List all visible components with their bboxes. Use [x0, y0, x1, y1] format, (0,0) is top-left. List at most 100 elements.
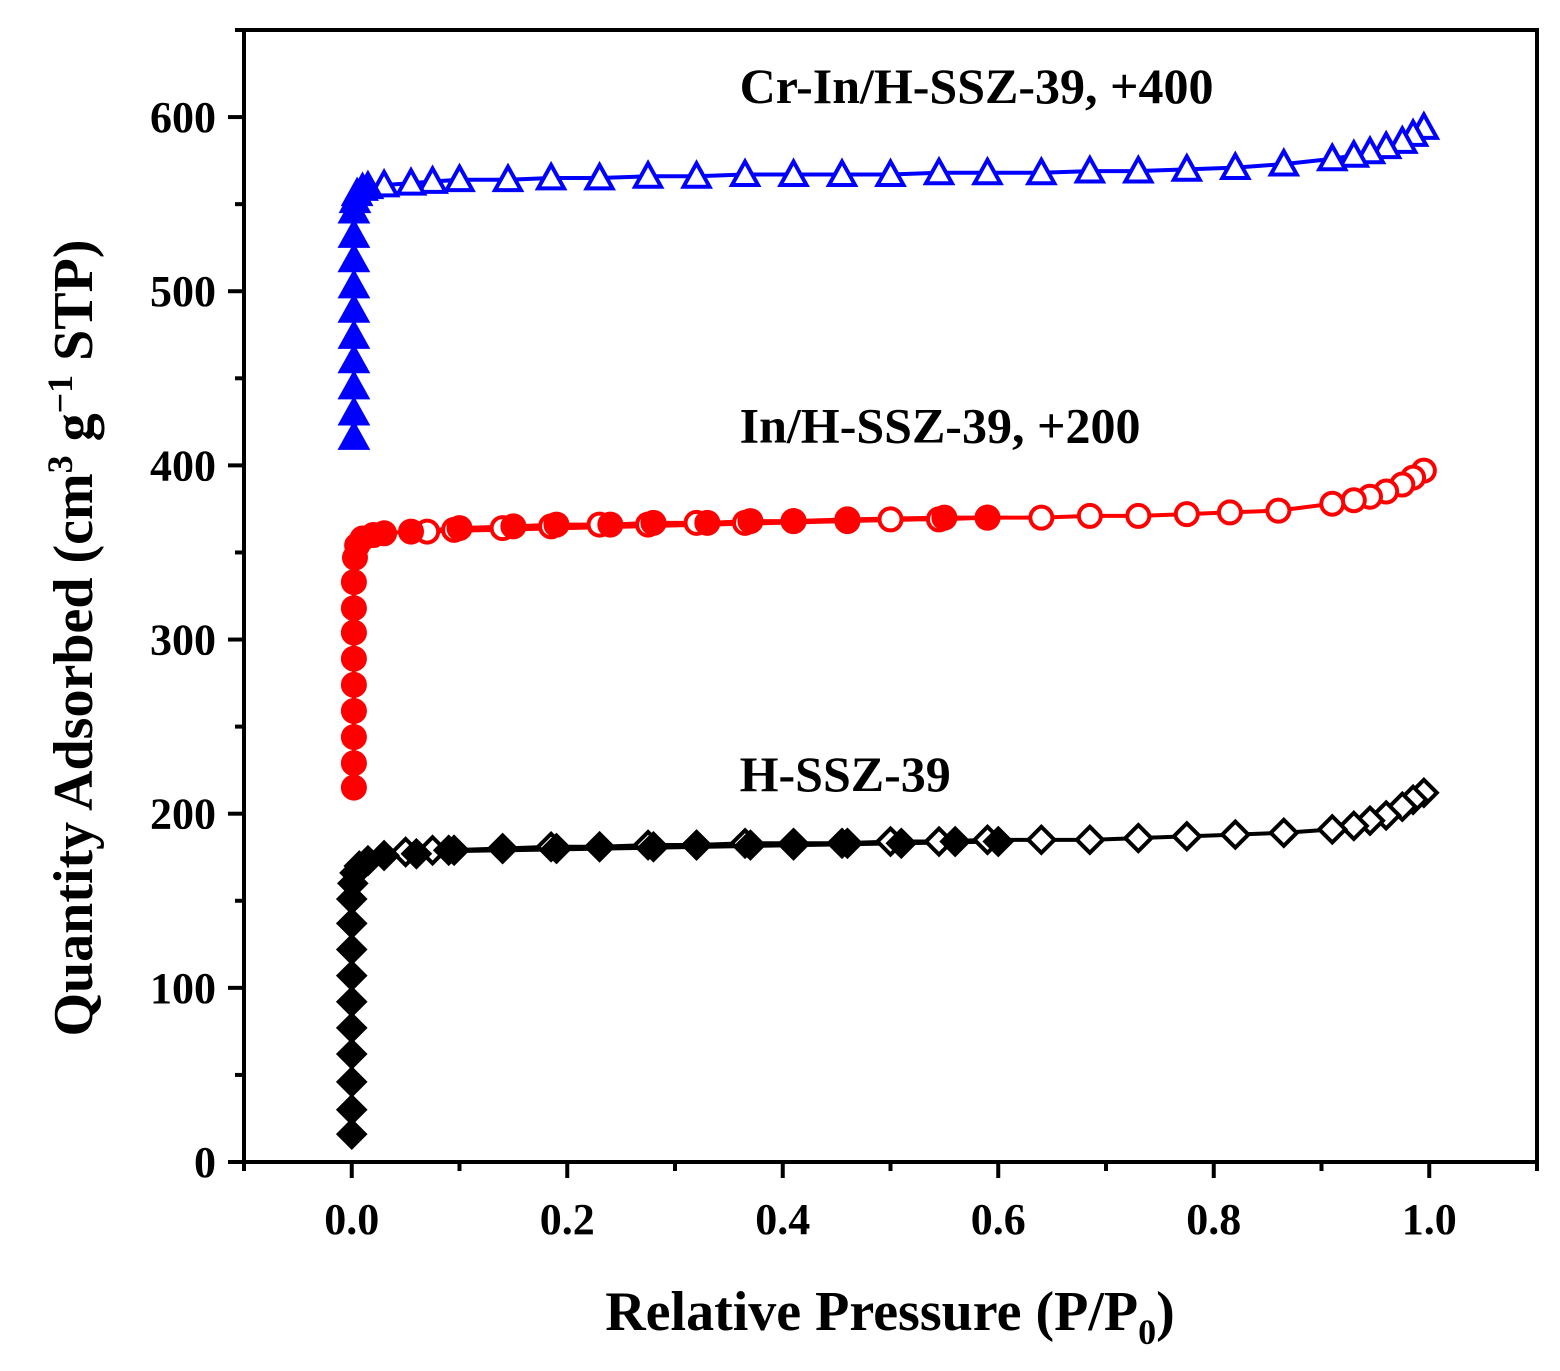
- adsorption-point: [340, 619, 367, 646]
- adsorption-point: [340, 645, 367, 672]
- adsorption-point: [335, 1012, 368, 1044]
- x-axis-title-sub: 0: [1138, 1312, 1156, 1352]
- adsorption-point: [337, 268, 371, 299]
- adsorption-point: [340, 595, 367, 622]
- series-in-h-ssz-39-200: [340, 457, 1437, 801]
- y-axis-title-main: Quantity Adsorbed (cm: [43, 473, 105, 1036]
- desorption-point: [971, 155, 1004, 186]
- adsorption-point: [637, 830, 670, 863]
- y-tick-label: 500: [150, 267, 216, 316]
- x-tick-label: 0.4: [755, 1195, 810, 1244]
- desorption-point: [874, 157, 907, 187]
- adsorption-point: [337, 319, 371, 349]
- desorption-point: [1073, 153, 1107, 184]
- desorption-point: [1074, 823, 1106, 856]
- adsorption-point: [734, 829, 767, 861]
- adsorption-point: [486, 832, 519, 865]
- adsorption-point: [974, 504, 1001, 531]
- adsorption-point: [335, 985, 368, 1018]
- x-tick-label: 0.0: [324, 1195, 379, 1244]
- y-tick-label: 400: [150, 441, 216, 490]
- desorption-point: [1385, 124, 1419, 154]
- desorption-point: [631, 159, 665, 189]
- adsorption-point: [371, 520, 398, 547]
- adsorption-point: [400, 837, 433, 870]
- desorption-point: [1218, 150, 1252, 180]
- series-label: Cr-In/H-SSZ-39, +400: [740, 58, 1214, 114]
- desorption-point: [1121, 153, 1155, 184]
- x-axis-title-main: Relative Pressure (P/P: [605, 1281, 1138, 1343]
- desorption-point: [1076, 502, 1103, 529]
- desorption-point: [1337, 810, 1370, 842]
- adsorption-point: [780, 508, 807, 535]
- x-tick-label: 1.0: [1402, 1195, 1457, 1244]
- labels: H-SSZ-39 In/H-SSZ-39, +200 Cr-In/H-SSZ-39,…: [740, 58, 1214, 802]
- desorption-point: [680, 159, 713, 189]
- adsorption-point: [335, 959, 368, 992]
- series-label: In/H-SSZ-39, +200: [740, 398, 1141, 454]
- desorption-point: [1219, 818, 1252, 851]
- desorption-point: [1337, 138, 1371, 168]
- x-axis-title-tail: ): [1156, 1281, 1175, 1343]
- adsorption-point: [834, 506, 861, 533]
- adsorption-point: [446, 515, 473, 542]
- y-tick-label: 0: [194, 1138, 216, 1187]
- desorption-point: [1025, 823, 1058, 856]
- adsorption-point: [583, 830, 616, 863]
- y-tick-label: 200: [150, 790, 216, 839]
- adsorption-point: [931, 504, 958, 531]
- y-axis-title-tail: STP): [43, 239, 105, 374]
- adsorption-point: [640, 509, 667, 536]
- adsorption-point: [368, 839, 400, 872]
- adsorption-point: [337, 369, 371, 400]
- x-axis-title: Relative Pressure (P/P0): [605, 1281, 1175, 1352]
- desorption-point: [1369, 129, 1403, 160]
- adsorption-point: [340, 697, 367, 724]
- adsorption-point: [939, 825, 971, 858]
- adsorption-point: [340, 724, 367, 751]
- desorption-point: [1216, 499, 1243, 526]
- y-axis-title-mid: g: [43, 413, 105, 455]
- y-tick-label: 600: [150, 93, 216, 142]
- desorption-point: [583, 160, 616, 191]
- adsorption-point: [737, 508, 764, 535]
- adsorption-point: [340, 774, 367, 801]
- desorption-point: [1315, 141, 1349, 172]
- adsorption-point: [777, 829, 810, 861]
- desorption-point: [1170, 820, 1203, 853]
- desorption-point: [394, 166, 428, 196]
- desorption-point: [1265, 497, 1292, 524]
- desorption-point: [1125, 502, 1152, 529]
- desorption-point: [728, 157, 762, 187]
- adsorption-point: [337, 420, 371, 450]
- adsorption-point: [337, 343, 371, 374]
- desorption-point: [1316, 813, 1349, 846]
- adsorption-point: [680, 829, 713, 861]
- desorption-point: [1028, 504, 1055, 531]
- x-tick-label: 0.6: [971, 1195, 1026, 1244]
- adsorption-point: [540, 832, 573, 865]
- adsorption-point: [335, 1038, 368, 1070]
- desorption-point: [1319, 490, 1346, 517]
- adsorption-point: [337, 396, 371, 426]
- adsorption-point: [340, 750, 367, 777]
- adsorption-point: [597, 511, 624, 538]
- adsorption-point: [337, 242, 371, 273]
- desorption-point: [1170, 152, 1204, 182]
- desorption-point: [491, 162, 525, 193]
- adsorption-point: [982, 825, 1015, 858]
- adsorption-point: [500, 513, 527, 540]
- desorption-point: [877, 506, 904, 533]
- adsorption-point: [335, 1093, 368, 1126]
- desorption-point: [443, 162, 476, 193]
- adsorption-point: [335, 1118, 368, 1150]
- desorption-point: [1173, 501, 1200, 528]
- series-label: H-SSZ-39: [740, 746, 951, 802]
- adsorption-point: [335, 933, 368, 966]
- series-h-ssz-39: [335, 776, 1440, 1150]
- x-tick-label: 0.2: [540, 1195, 595, 1244]
- y-axis-title: Quantity Adsorbed (cm3 g−1 STP): [40, 239, 105, 1036]
- series: [335, 110, 1441, 1150]
- desorption-point: [1340, 487, 1367, 514]
